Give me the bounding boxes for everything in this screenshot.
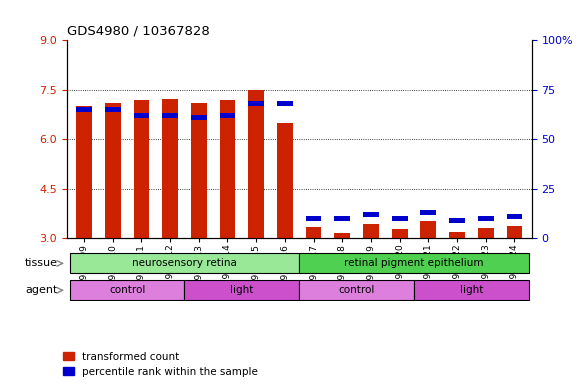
Text: agent: agent <box>25 285 58 295</box>
Bar <box>306 227 321 238</box>
Bar <box>478 228 494 238</box>
Text: GDS4980 / 10367828: GDS4980 / 10367828 <box>67 25 210 38</box>
Bar <box>363 224 379 238</box>
Bar <box>162 113 178 118</box>
Bar <box>363 212 379 217</box>
Bar <box>299 253 529 273</box>
Bar <box>306 216 321 221</box>
Bar <box>299 280 414 300</box>
Bar <box>76 107 92 112</box>
Text: light: light <box>230 285 253 295</box>
Text: light: light <box>460 285 483 295</box>
Bar <box>184 280 299 300</box>
Text: retinal pigment epithelium: retinal pigment epithelium <box>344 258 484 268</box>
Bar <box>248 90 264 238</box>
Bar <box>478 216 494 221</box>
Bar <box>392 229 407 238</box>
Bar <box>507 225 522 238</box>
Text: neurosensory retina: neurosensory retina <box>132 258 237 268</box>
Bar <box>76 106 92 238</box>
Bar <box>220 100 235 238</box>
Bar <box>277 101 293 106</box>
Bar <box>421 221 436 238</box>
Bar <box>70 253 299 273</box>
Bar <box>248 101 264 106</box>
Bar <box>449 232 465 238</box>
Text: control: control <box>109 285 145 295</box>
Bar <box>421 210 436 215</box>
Text: tissue: tissue <box>24 258 58 268</box>
Bar <box>507 214 522 219</box>
Bar <box>70 280 184 300</box>
Bar <box>220 113 235 118</box>
Bar <box>134 113 149 118</box>
Bar <box>414 280 529 300</box>
Bar <box>392 216 407 221</box>
Bar <box>449 218 465 223</box>
Bar <box>134 100 149 238</box>
Text: control: control <box>338 285 375 295</box>
Bar <box>105 103 121 238</box>
Bar <box>334 216 350 221</box>
Bar <box>191 103 207 238</box>
Bar <box>191 115 207 120</box>
Bar <box>105 107 121 112</box>
Bar <box>162 99 178 238</box>
Bar <box>277 123 293 238</box>
Bar <box>334 233 350 238</box>
Legend: transformed count, percentile rank within the sample: transformed count, percentile rank withi… <box>63 352 258 377</box>
